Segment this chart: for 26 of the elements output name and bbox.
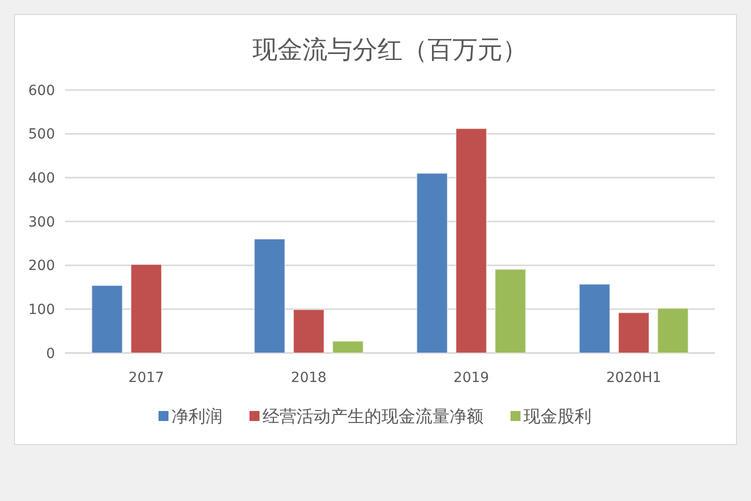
bar [416,172,448,354]
y-tick-label: 100 [28,302,55,318]
bar [130,264,162,354]
bar [91,284,123,354]
bar [618,312,650,354]
x-tick-label: 2019 [453,370,490,386]
bar [332,340,364,354]
bar [254,238,286,354]
x-tick-label: 2017 [128,370,164,386]
x-tick-label: 2020H1 [606,370,662,386]
y-tick-label: 600 [28,82,55,99]
legend-label: 现金股利 [524,407,592,428]
bar [657,308,689,354]
y-tick-label: 400 [28,170,55,187]
y-tick-label: 200 [28,258,55,274]
bar [292,309,325,354]
bar [578,284,610,354]
y-tick-label: 0 [46,346,55,362]
bar [494,268,526,354]
chart-title: 现金流与分红（百万元） [252,35,528,64]
legend-label: 经营活动产生的现金流量净额 [262,407,484,428]
y-tick-label: 300 [28,214,55,230]
x-tick-label: 2018 [290,370,327,386]
y-tick-label: 500 [28,126,55,143]
bar [455,128,488,354]
legend-label: 净利润 [172,407,222,428]
